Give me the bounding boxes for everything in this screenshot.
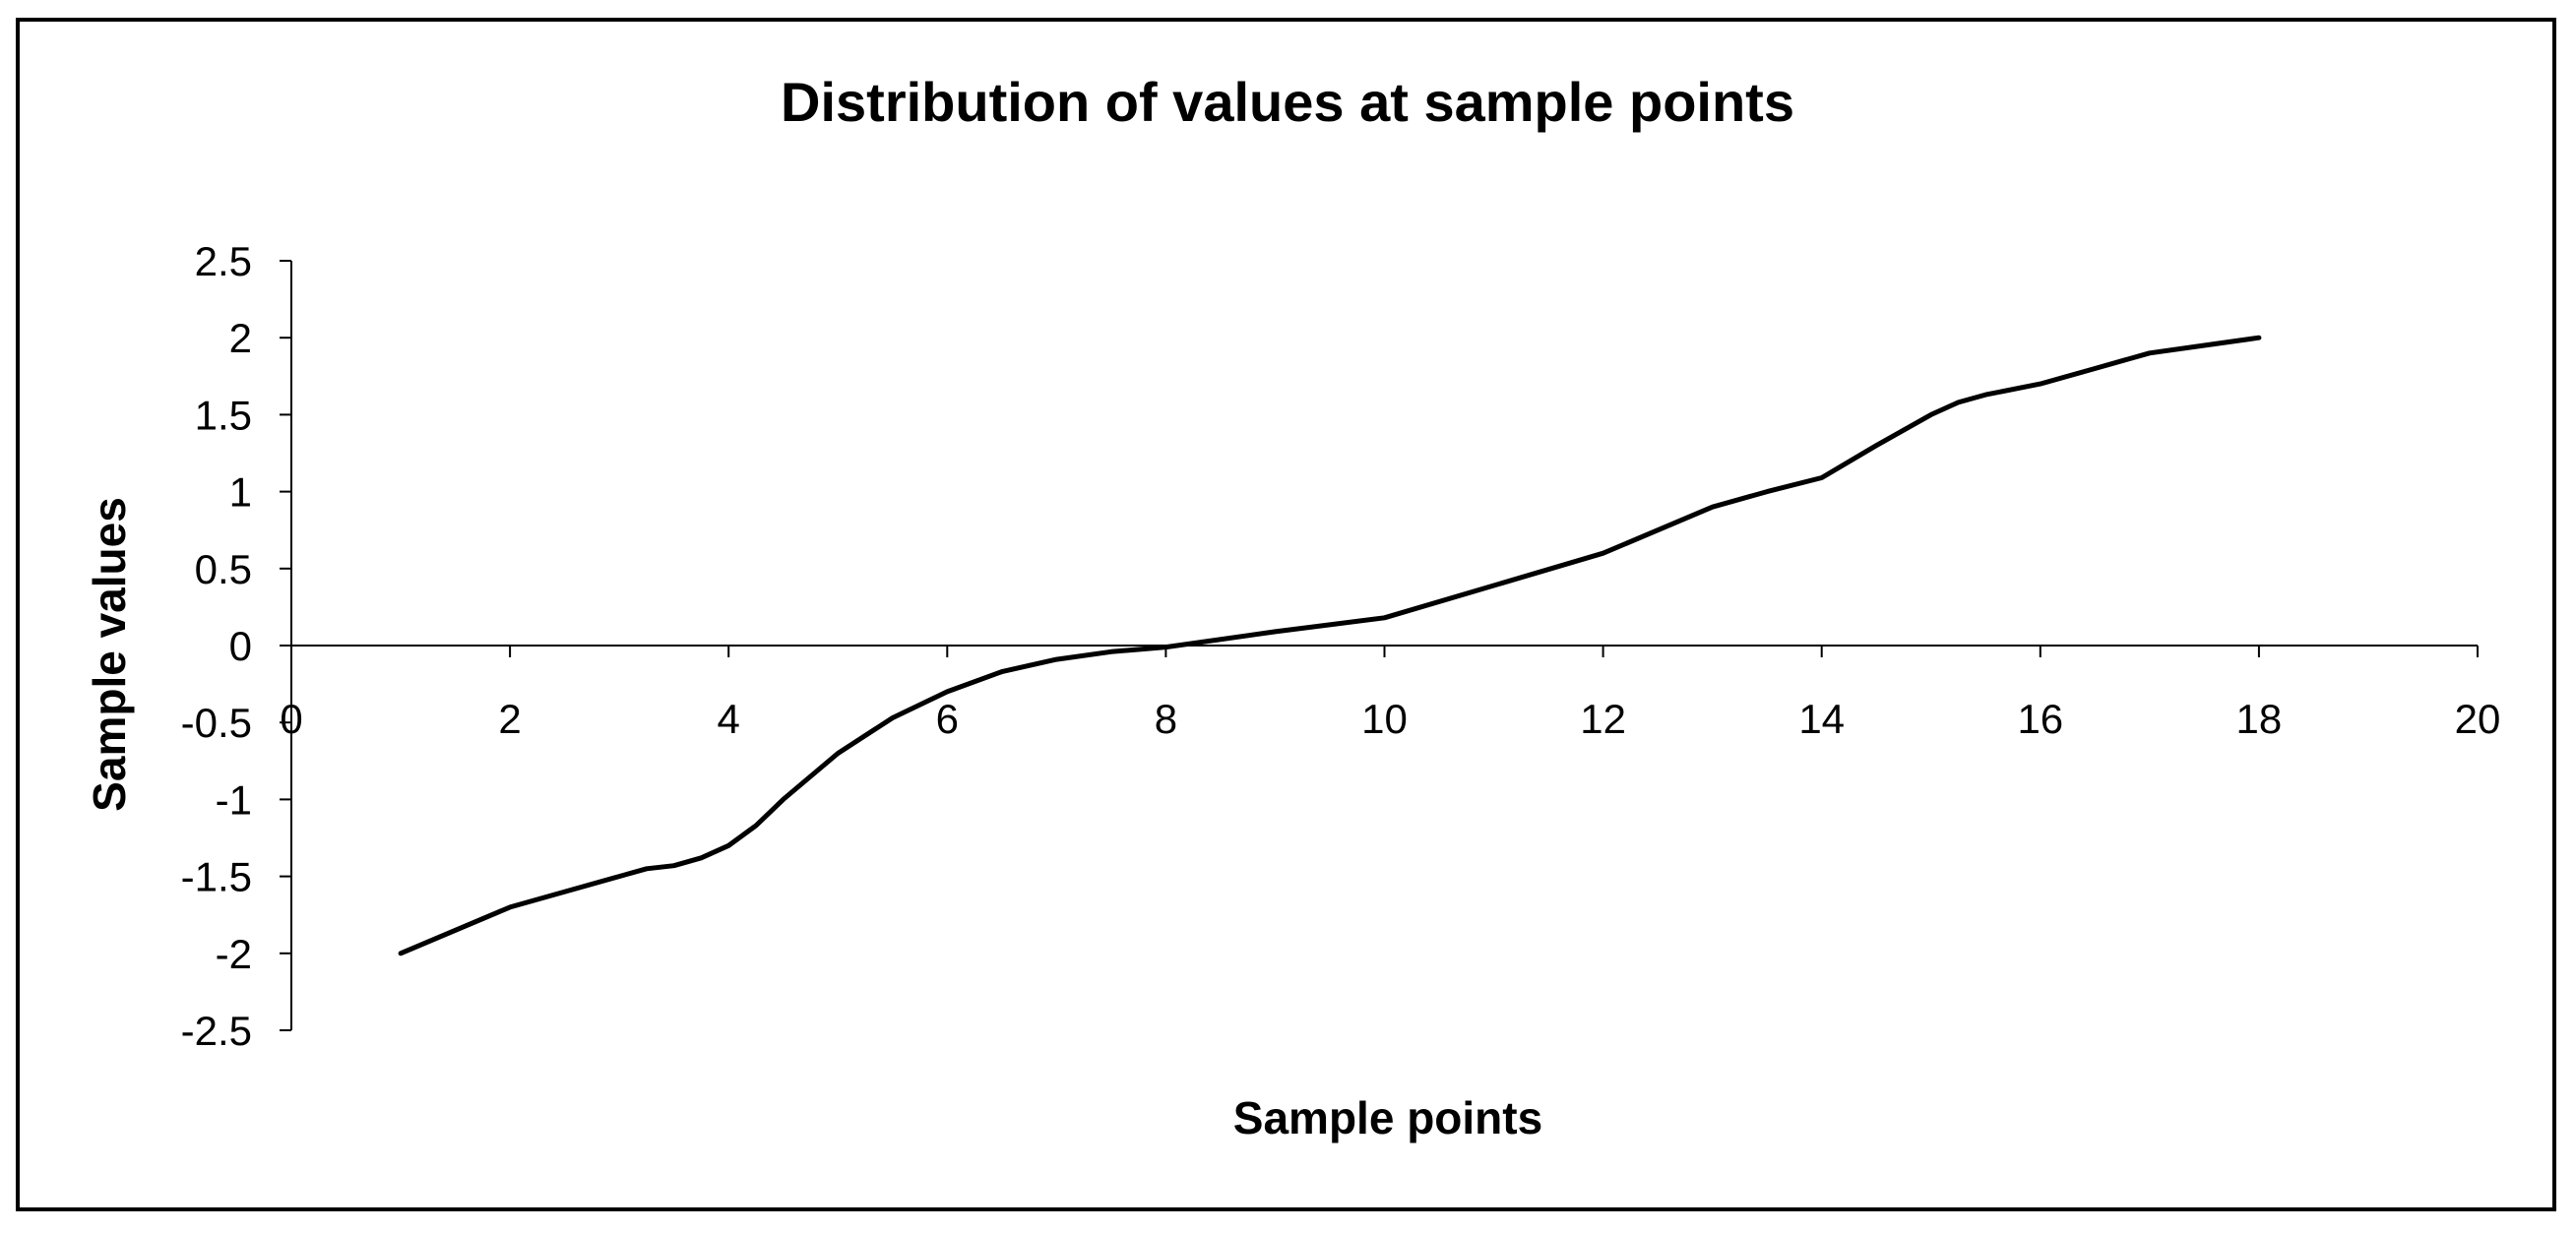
y-tick-label: -0.5 xyxy=(181,700,252,746)
chart-frame xyxy=(16,18,2556,1211)
x-tick-label: 12 xyxy=(1580,696,1626,742)
y-ticks: 2.5 2 1.5 1 0.5 0 -0.5 -1 -1.5 -2 -2.5 xyxy=(181,238,291,1054)
series-line xyxy=(398,335,2262,956)
x-tick-label: 16 xyxy=(2017,696,2063,742)
plot-series xyxy=(398,335,2262,956)
y-tick-label: -2 xyxy=(216,931,252,977)
y-tick-label: 1.5 xyxy=(195,392,252,438)
chart-title: Distribution of values at sample points xyxy=(781,71,1794,133)
y-tick-label: 2 xyxy=(229,315,252,361)
x-tick-label: 2 xyxy=(498,696,521,742)
x-tick-label: 4 xyxy=(718,696,740,742)
y-tick-label: -1 xyxy=(216,776,252,823)
x-tick-label: 10 xyxy=(1361,696,1408,742)
x-ticks: 0 2 4 6 8 10 12 14 16 18 20 xyxy=(280,646,2500,742)
x-tick-label: 6 xyxy=(936,696,959,742)
y-tick-label: 1 xyxy=(229,469,252,516)
x-tick-label: 8 xyxy=(1155,696,1177,742)
x-axis-label: Sample points xyxy=(1233,1092,1542,1143)
y-tick-label: 0.5 xyxy=(195,546,252,592)
y-tick-label: 2.5 xyxy=(195,238,252,284)
x-tick-label: 18 xyxy=(2236,696,2283,742)
x-tick-label: 14 xyxy=(1798,696,1845,742)
y-axis-label: Sample values xyxy=(84,497,135,812)
y-tick-label: -1.5 xyxy=(181,854,252,900)
y-tick-label: -2.5 xyxy=(181,1008,252,1054)
x-tick-label: 20 xyxy=(2455,696,2501,742)
y-tick-label: 0 xyxy=(229,623,252,669)
x-tick-label: 0 xyxy=(280,696,302,742)
